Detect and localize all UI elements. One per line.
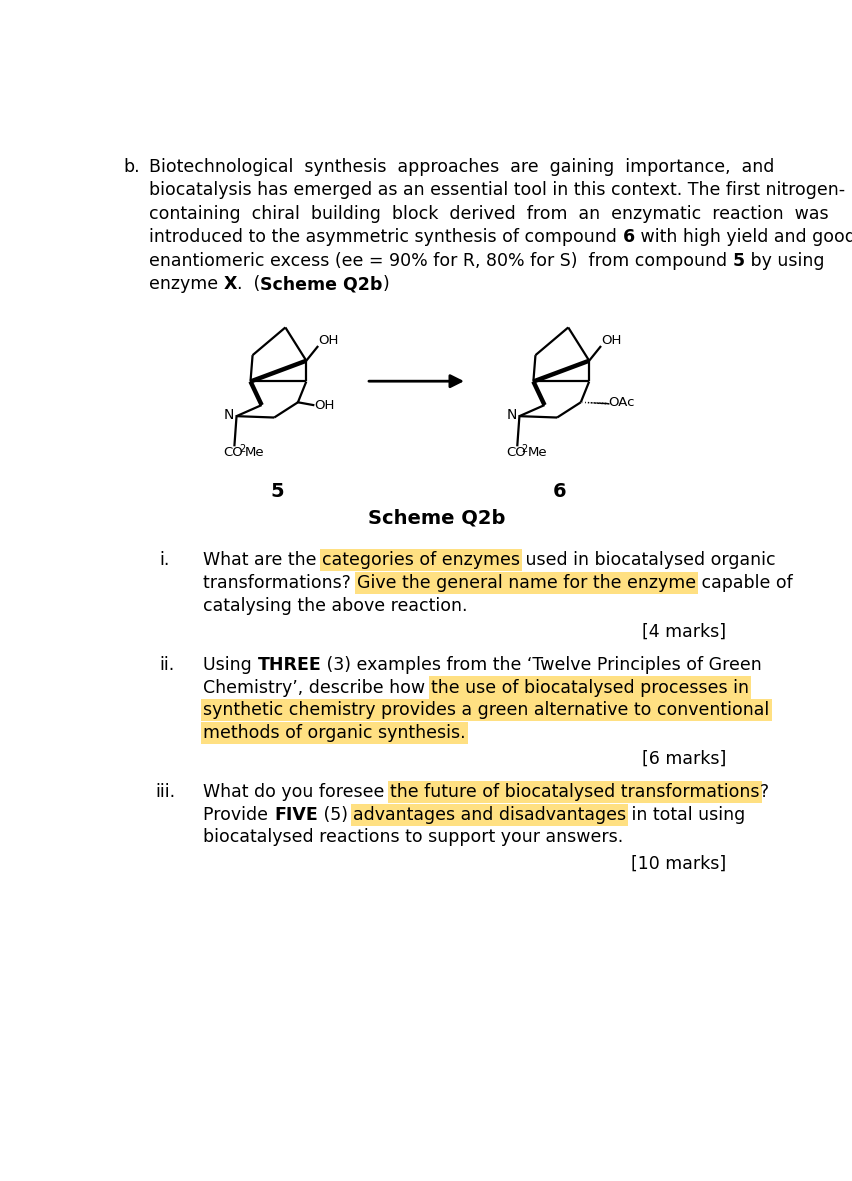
Text: Scheme Q2b: Scheme Q2b bbox=[368, 508, 505, 527]
Text: OAc: OAc bbox=[608, 397, 635, 410]
Text: N: N bbox=[506, 409, 516, 423]
Text: OH: OH bbox=[602, 334, 621, 347]
Text: by using: by using bbox=[745, 252, 825, 269]
Text: (5): (5) bbox=[318, 805, 353, 824]
Text: introduced to the asymmetric synthesis of compound: introduced to the asymmetric synthesis o… bbox=[149, 228, 623, 247]
Text: THREE: THREE bbox=[257, 655, 321, 674]
Text: Me: Me bbox=[528, 446, 548, 459]
Text: 5: 5 bbox=[270, 482, 284, 501]
Text: used in biocatalysed organic: used in biocatalysed organic bbox=[521, 552, 776, 569]
Text: transformations?: transformations? bbox=[204, 574, 357, 592]
Text: [10 marks]: [10 marks] bbox=[631, 855, 727, 873]
Text: methods of organic synthesis.: methods of organic synthesis. bbox=[204, 724, 466, 742]
Text: .  (: . ( bbox=[237, 275, 261, 293]
Text: Provide: Provide bbox=[204, 805, 273, 824]
Text: [6 marks]: [6 marks] bbox=[642, 750, 727, 768]
Text: CO: CO bbox=[506, 446, 526, 459]
Text: i.: i. bbox=[159, 552, 170, 569]
Text: What do you foresee: What do you foresee bbox=[204, 783, 390, 801]
Text: (3) examples from the ‘Twelve Principles of Green: (3) examples from the ‘Twelve Principles… bbox=[321, 655, 763, 674]
Text: enantiomeric excess (ee = 90% for R, 80% for S)  from compound: enantiomeric excess (ee = 90% for R, 80%… bbox=[149, 252, 733, 269]
Text: Biotechnological  synthesis  approaches  are  gaining  importance,  and: Biotechnological synthesis approaches ar… bbox=[149, 158, 774, 176]
Text: Chemistry’, describe how: Chemistry’, describe how bbox=[204, 679, 431, 697]
Text: What are the: What are the bbox=[204, 552, 322, 569]
Text: Using: Using bbox=[204, 655, 257, 674]
Text: catalysing the above reaction.: catalysing the above reaction. bbox=[204, 596, 468, 615]
Text: biocatalysed reactions to support your answers.: biocatalysed reactions to support your a… bbox=[204, 829, 624, 847]
Text: 6: 6 bbox=[553, 482, 567, 501]
Text: categories of enzymes: categories of enzymes bbox=[322, 552, 521, 569]
Text: enzyme: enzyme bbox=[149, 275, 224, 293]
Text: [4 marks]: [4 marks] bbox=[642, 622, 727, 641]
Text: b.: b. bbox=[124, 158, 141, 176]
Text: synthetic chemistry provides a green alternative to conventional: synthetic chemistry provides a green alt… bbox=[204, 702, 769, 719]
Text: CO: CO bbox=[223, 446, 243, 459]
Text: OH: OH bbox=[319, 334, 338, 347]
Text: Scheme Q2b: Scheme Q2b bbox=[261, 275, 383, 293]
Text: the use of biocatalysed processes in: the use of biocatalysed processes in bbox=[431, 679, 749, 697]
Text: ?: ? bbox=[760, 783, 769, 801]
Text: Give the general name for the enzyme: Give the general name for the enzyme bbox=[357, 574, 696, 592]
Text: ): ) bbox=[383, 275, 389, 293]
Text: with high yield and good: with high yield and good bbox=[635, 228, 852, 247]
Text: FIVE: FIVE bbox=[273, 805, 318, 824]
Text: in total using: in total using bbox=[626, 805, 746, 824]
Text: iii.: iii. bbox=[155, 783, 176, 801]
Text: Me: Me bbox=[245, 446, 265, 459]
Text: biocatalysis has emerged as an essential tool in this context. The first nitroge: biocatalysis has emerged as an essential… bbox=[149, 182, 845, 200]
Text: containing  chiral  building  block  derived  from  an  enzymatic  reaction  was: containing chiral building block derived… bbox=[149, 204, 829, 223]
Text: OH: OH bbox=[314, 398, 335, 411]
Text: 2: 2 bbox=[521, 444, 528, 455]
Text: 6: 6 bbox=[623, 228, 635, 247]
Text: X: X bbox=[224, 275, 237, 293]
Text: ii.: ii. bbox=[159, 655, 175, 674]
Text: N: N bbox=[223, 409, 233, 423]
Text: advantages and disadvantages: advantages and disadvantages bbox=[353, 805, 626, 824]
Text: capable of: capable of bbox=[696, 574, 792, 592]
Text: 2: 2 bbox=[239, 444, 245, 455]
Text: the future of biocatalysed transformations: the future of biocatalysed transformatio… bbox=[390, 783, 760, 801]
Text: 5: 5 bbox=[733, 252, 745, 269]
